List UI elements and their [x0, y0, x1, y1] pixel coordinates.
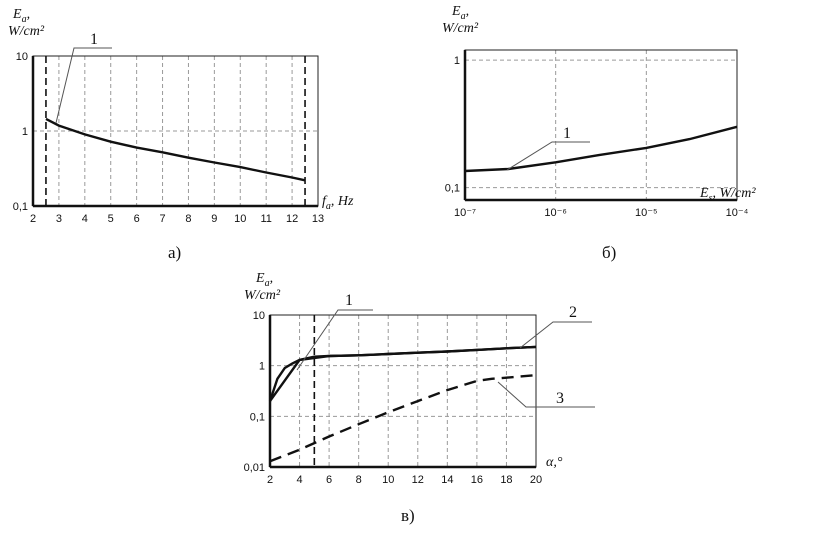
chart-b-series-1-label: 1 — [563, 125, 571, 142]
chart-c-series-2-label: 2 — [569, 304, 577, 321]
chart-c-x-tick-label: 8 — [356, 474, 362, 486]
chart-b-x-tick-label: 10⁻⁵ — [635, 207, 658, 219]
chart-a-x-tick-label: 3 — [56, 213, 62, 225]
chart-c-y-tick-label: 1 — [259, 361, 265, 373]
chart-c-x-tick-label: 16 — [471, 474, 483, 486]
chart-a-x-ticks: 2 3 4 5 6 7 8 9 10 11 12 13 — [30, 213, 324, 225]
chart-c-series-1-line — [268, 345, 537, 402]
chart-c-caption: в) — [401, 506, 415, 525]
chart-a-x-tick-label: 12 — [286, 213, 298, 225]
chart-a-x-tick-label: 13 — [312, 213, 324, 225]
chart-c-series-2-line — [269, 345, 537, 402]
chart-b-x-tick-label: 10⁻⁷ — [454, 207, 476, 219]
chart-a-series — [45, 117, 306, 182]
chart-a-x-tick-label: 9 — [211, 213, 217, 225]
chart-c-y-tick-label: 0,1 — [250, 411, 265, 423]
chart-a-y-tick-label: 0,1 — [13, 201, 28, 213]
chart-a-y-label: Ea, — [12, 7, 30, 25]
chart-b: 10⁻⁷ 10⁻⁶ 10⁻⁵ 10⁻⁴ 0,11 Ea, W/cm² Es, W/cm… — [442, 4, 756, 262]
chart-a-x-tick-label: 5 — [108, 213, 114, 225]
chart-c-x-tick-label: 20 — [530, 474, 542, 486]
chart-c-x-ticks: 2 4 6 8 10 12 14 16 18 20 — [267, 474, 542, 486]
chart-a-series-1-line — [45, 117, 306, 182]
chart-b-frame — [464, 49, 738, 201]
chart-b-x-label: Es, W/cm² — [699, 186, 756, 204]
chart-c-series-1-label: 1 — [345, 292, 353, 309]
chart-a-series-1-label: 1 — [90, 31, 98, 48]
chart-a-leader-1 — [55, 47, 112, 124]
chart-a-x-tick-label: 11 — [260, 213, 271, 225]
chart-c-x-tick-label: 6 — [326, 474, 332, 486]
chart-a-x-tick-label: 10 — [234, 213, 246, 225]
chart-c-y-label: Ea, — [255, 271, 273, 289]
chart-b-grid — [465, 50, 737, 200]
chart-b-y-label: Ea, — [451, 4, 469, 22]
chart-b-x-tick-label: 10⁻⁴ — [726, 207, 749, 219]
chart-a-x-tick-label: 8 — [185, 213, 191, 225]
chart-c-y-tick-label: 10 — [253, 310, 265, 322]
chart-a-x-tick-label: 2 — [30, 213, 36, 225]
chart-c-y-ticks: 0,01 0,1 1 10 — [244, 310, 265, 474]
chart-c-leader-3 — [497, 381, 595, 408]
chart-c-x-label: α,° — [546, 455, 563, 470]
chart-b-caption: б) — [602, 243, 616, 262]
chart-c-leader-1 — [296, 309, 373, 371]
chart-b-series-1-line — [464, 125, 738, 173]
chart-a-caption: а) — [168, 243, 181, 262]
chart-c-x-tick-label: 12 — [412, 474, 424, 486]
chart-c-y-tick-label: 0,01 — [244, 462, 265, 474]
chart-c-series — [268, 345, 537, 463]
chart-c-x-tick-label: 14 — [441, 474, 453, 486]
chart-a-x-tick-label: 6 — [134, 213, 140, 225]
chart-b-x-ticks: 10⁻⁷ 10⁻⁶ 10⁻⁵ 10⁻⁴ — [454, 207, 749, 219]
chart-c-series-3-line — [269, 373, 537, 463]
chart-b-series — [464, 125, 738, 173]
chart-c-leader-2 — [519, 321, 592, 349]
chart-a-x-label: fa, Hz — [322, 194, 354, 212]
chart-c-x-tick-label: 2 — [267, 474, 273, 486]
chart-c-x-tick-label: 18 — [500, 474, 512, 486]
chart-b-y-tick-label: 1 — [454, 55, 460, 67]
chart-b-leader-1 — [506, 141, 590, 171]
chart-a-y-unit: W/cm² — [8, 24, 45, 39]
chart-a-y-tick-label: 1 — [22, 126, 28, 138]
chart-a-vlines — [45, 56, 306, 206]
chart-a-x-tick-label: 7 — [159, 213, 165, 225]
chart-a-x-tick-label: 4 — [82, 213, 88, 225]
chart-c-y-unit: W/cm² — [244, 288, 281, 303]
chart-b-y-unit: W/cm² — [442, 21, 479, 36]
chart-c-x-tick-label: 10 — [382, 474, 394, 486]
chart-a: 2 3 4 5 6 7 8 9 10 11 12 13 0,1 1 10 Ea, W/cm² fa, Hz… — [8, 7, 354, 262]
chart-c-x-tick-label: 4 — [296, 474, 302, 486]
chart-b-x-tick-label: 10⁻⁶ — [544, 207, 567, 219]
chart-a-y-ticks: 0,1 1 10 — [13, 51, 28, 213]
chart-b-y-tick-label: 0,1 — [445, 183, 460, 195]
chart-a-y-tick-label: 10 — [16, 51, 28, 63]
chart-b-y-ticks: 0,11 — [445, 55, 460, 195]
chart-c-series-3-label: 3 — [556, 390, 564, 407]
